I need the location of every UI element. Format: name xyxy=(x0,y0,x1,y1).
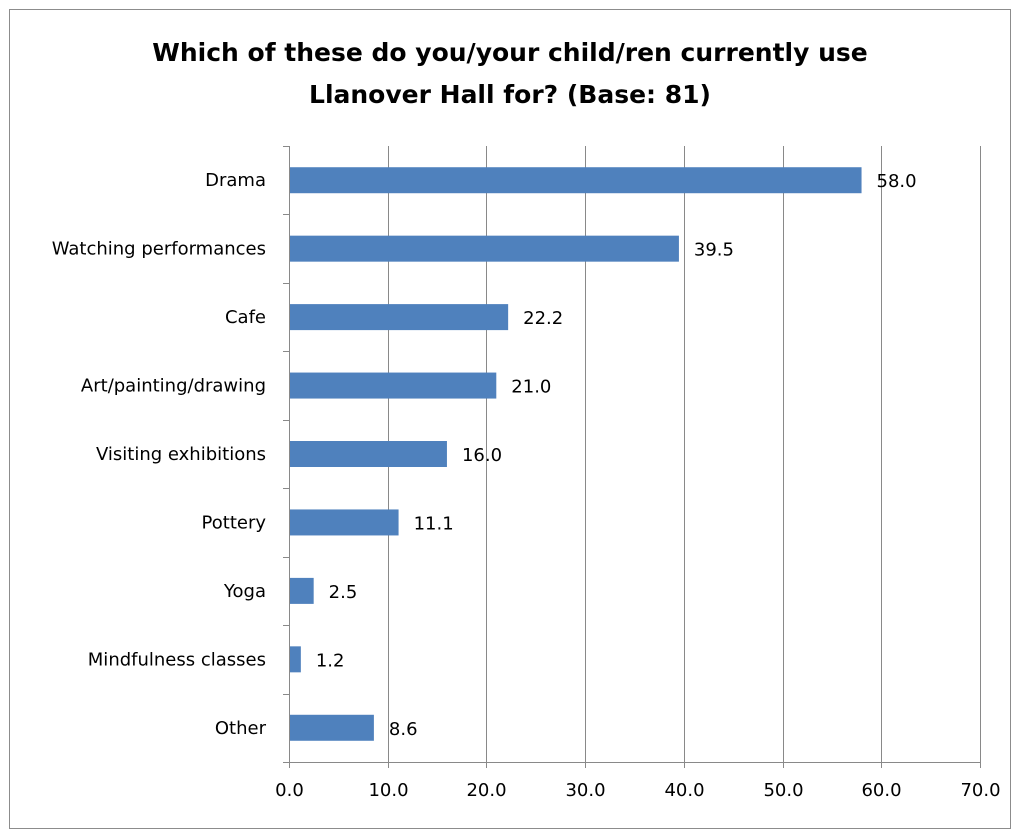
data-label: 39.5 xyxy=(694,240,734,261)
category-label: Other xyxy=(215,718,267,739)
x-tick-label: 20.0 xyxy=(466,780,506,801)
category-label: Pottery xyxy=(202,512,267,533)
category-label: Mindfulness classes xyxy=(88,649,266,670)
bar xyxy=(290,646,301,673)
bar xyxy=(290,714,374,741)
x-tick-label: 70.0 xyxy=(960,780,1000,801)
chart-frame xyxy=(9,9,1011,829)
data-label: 2.5 xyxy=(329,582,358,603)
bar xyxy=(290,577,314,604)
bars xyxy=(290,167,862,741)
bar xyxy=(290,372,497,399)
labels: 0.0 10.0 20.0 30.0 40.0 50.0 60.0 70.0 Drama 58.0… xyxy=(52,170,1001,801)
x-tick-label: 60.0 xyxy=(861,780,901,801)
bar xyxy=(290,167,862,194)
category-label: Drama xyxy=(205,170,266,191)
x-tick-label: 0.0 xyxy=(275,780,304,801)
category-label: Yoga xyxy=(223,581,266,602)
x-tick-label: 50.0 xyxy=(763,780,803,801)
data-label: 16.0 xyxy=(462,445,502,466)
bar xyxy=(290,441,447,467)
chart-title: Which of these do you/your child/ren cur… xyxy=(152,38,868,109)
bar xyxy=(290,304,509,331)
axes xyxy=(283,146,981,768)
bar xyxy=(290,509,399,536)
category-label: Cafe xyxy=(225,307,266,328)
x-tick-label: 10.0 xyxy=(368,780,408,801)
data-label: 21.0 xyxy=(511,377,551,398)
category-label: Art/painting/drawing xyxy=(81,376,266,397)
bar xyxy=(290,235,679,262)
data-label: 1.2 xyxy=(316,650,345,671)
data-label: 8.6 xyxy=(389,719,418,740)
data-label: 11.1 xyxy=(414,513,454,534)
category-label: Watching performances xyxy=(52,239,266,260)
data-label: 22.2 xyxy=(523,308,563,329)
x-tick-label: 40.0 xyxy=(664,780,704,801)
x-tick-label: 30.0 xyxy=(565,780,605,801)
category-label: Visiting exhibitions xyxy=(96,444,266,465)
data-label: 58.0 xyxy=(877,171,917,192)
